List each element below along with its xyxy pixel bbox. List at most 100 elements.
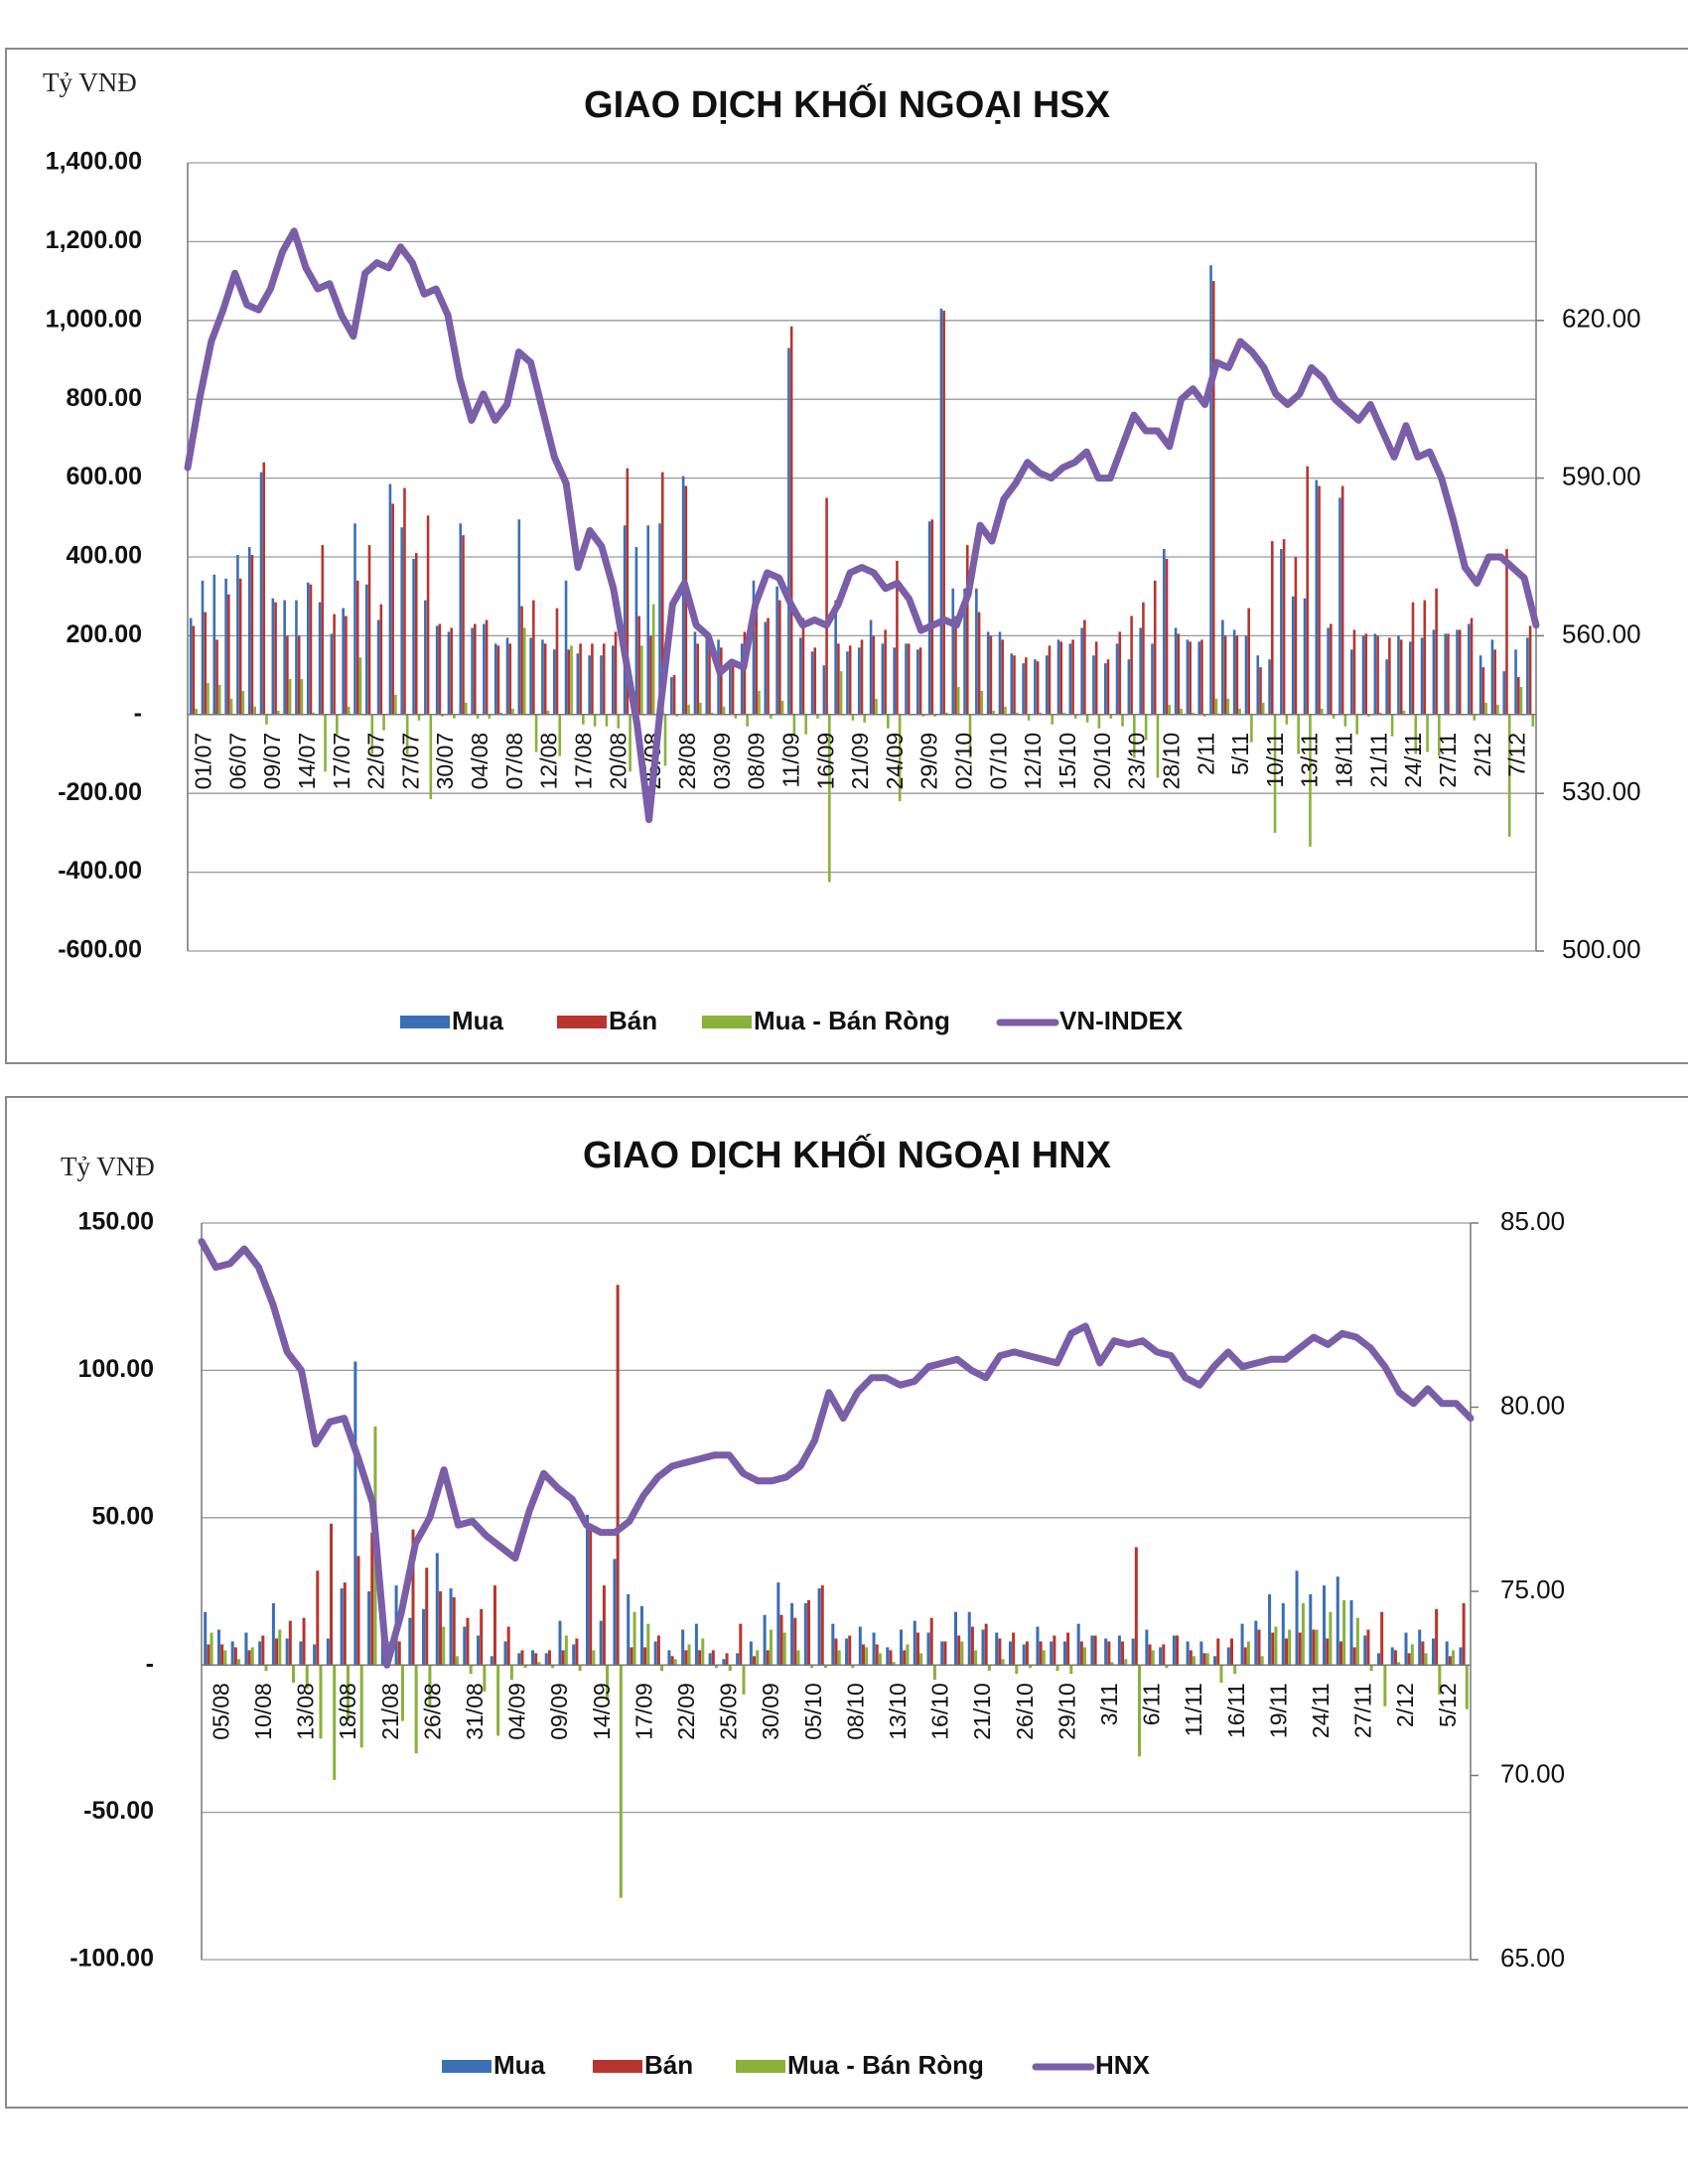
bar-rong	[1329, 1611, 1333, 1666]
bar-mua	[230, 1641, 234, 1666]
bar-rong	[578, 1665, 582, 1672]
bar-mua	[1151, 643, 1154, 715]
bar-ban	[480, 1608, 484, 1666]
bar-rong	[455, 1656, 459, 1666]
bar-ban	[739, 1623, 743, 1666]
bar-ban	[309, 584, 313, 715]
bar-ban	[1083, 619, 1086, 715]
bar-mua	[872, 1632, 876, 1666]
bar-ban	[1025, 657, 1028, 715]
bar-rong	[511, 708, 514, 715]
x-axis-tick-label: 28/08	[674, 733, 700, 790]
bar-ban	[589, 1529, 593, 1666]
bar-mua	[634, 547, 638, 715]
bar-ban	[875, 1644, 879, 1666]
bar-ban	[1094, 641, 1098, 715]
bar-mua	[1408, 641, 1412, 715]
bar-ban	[288, 1620, 292, 1666]
bar-mua	[424, 600, 427, 715]
bar-mua	[869, 619, 873, 715]
bar-ban	[1257, 1629, 1261, 1666]
bar-mua	[353, 523, 356, 715]
x-axis-tick-label: 10/08	[250, 1683, 276, 1740]
bar-ban	[1059, 641, 1063, 715]
x-axis-tick-label: 22/09	[673, 1683, 699, 1740]
legend-label: Bán	[644, 2050, 693, 2080]
bar-rong	[488, 714, 492, 719]
bar-ban	[977, 612, 981, 715]
bar-rong	[933, 714, 936, 717]
bar-mua	[893, 647, 896, 715]
bar-ban	[1259, 667, 1262, 715]
bar-rong	[253, 706, 256, 715]
right-axis-tick-label: 75.00	[1500, 1574, 1565, 1604]
bar-mua	[749, 1641, 753, 1666]
bar-ban	[813, 647, 817, 715]
bar-ban	[356, 1556, 360, 1666]
bar-rong	[892, 1662, 896, 1666]
bar-mua	[285, 1638, 289, 1666]
bar-ban	[1312, 1629, 1316, 1666]
chart-panel-hnx: GIAO DỊCH KHỐI NGOẠI HNX Tỷ VNĐ -100.00 -50…	[5, 1096, 1688, 2109]
bar-rong	[1156, 714, 1160, 778]
index-line	[184, 227, 1540, 824]
bar-ban	[343, 1582, 347, 1666]
bar-rong	[722, 706, 726, 715]
bar-ban	[462, 535, 465, 715]
bar-ban	[1118, 631, 1122, 715]
bar-mua	[1244, 635, 1248, 715]
x-axis-tick-label: 26/10	[1012, 1683, 1038, 1740]
right-axis-tick-label: 65.00	[1500, 1943, 1565, 1973]
bar-mua	[1404, 1632, 1408, 1666]
bar-rong	[1465, 1665, 1469, 1709]
bar-ban	[1340, 485, 1344, 715]
bar-rong	[742, 1665, 746, 1695]
bar-ban	[321, 545, 325, 715]
bar-ban	[567, 649, 571, 715]
bar-ban	[848, 1635, 852, 1666]
bar-ban	[275, 1638, 279, 1666]
left-axis-tick-label: 100.00	[78, 1355, 154, 1383]
bar-rong	[1438, 1665, 1442, 1695]
legend-label: Mua	[493, 2050, 546, 2080]
unit-label: Tỷ VNĐ	[43, 68, 137, 97]
x-axis-tick-label: 2/12	[1470, 733, 1495, 777]
bar-rong	[865, 1647, 869, 1666]
bar-rong	[229, 698, 233, 715]
bar-mua	[623, 525, 627, 715]
bar-rong	[1484, 702, 1487, 715]
bar-ban	[579, 643, 582, 715]
x-axis-tick-label: 20/10	[1089, 733, 1115, 790]
bar-ban	[1306, 466, 1310, 715]
bar-ban	[466, 1617, 470, 1666]
bar-ban	[1025, 1641, 1029, 1666]
x-axis-tick-label: 05/10	[800, 1683, 826, 1740]
bar-mua	[1295, 1570, 1299, 1666]
bar-mua	[1080, 627, 1083, 715]
bar-rong	[1085, 714, 1089, 723]
bar-mua	[224, 578, 227, 715]
bar-mua	[1281, 1602, 1285, 1666]
x-axis-tick-label: 07/08	[501, 733, 527, 790]
bar-rong	[1121, 714, 1124, 727]
bar-ban	[1298, 1632, 1302, 1666]
bar-ban	[1423, 600, 1427, 715]
left-axis-tick-label: 50.00	[91, 1502, 154, 1530]
bar-ban	[1516, 677, 1520, 715]
bar-rong	[264, 1665, 268, 1672]
bar-mua	[367, 1591, 371, 1666]
bar-ban	[492, 1585, 496, 1666]
bar-rong	[974, 1650, 978, 1666]
bar-rong	[394, 694, 397, 715]
left-axis-tick-label: 600.00	[67, 463, 142, 490]
bar-mua	[483, 623, 486, 715]
bar-ban	[998, 1638, 1002, 1666]
x-axis-tick-label: 24/11	[1308, 1683, 1334, 1738]
bar-rong	[769, 1629, 773, 1666]
bar-mua	[613, 1559, 617, 1666]
bar-rong	[1133, 714, 1136, 758]
bar-rong	[499, 712, 502, 715]
bar-rong	[792, 714, 796, 737]
